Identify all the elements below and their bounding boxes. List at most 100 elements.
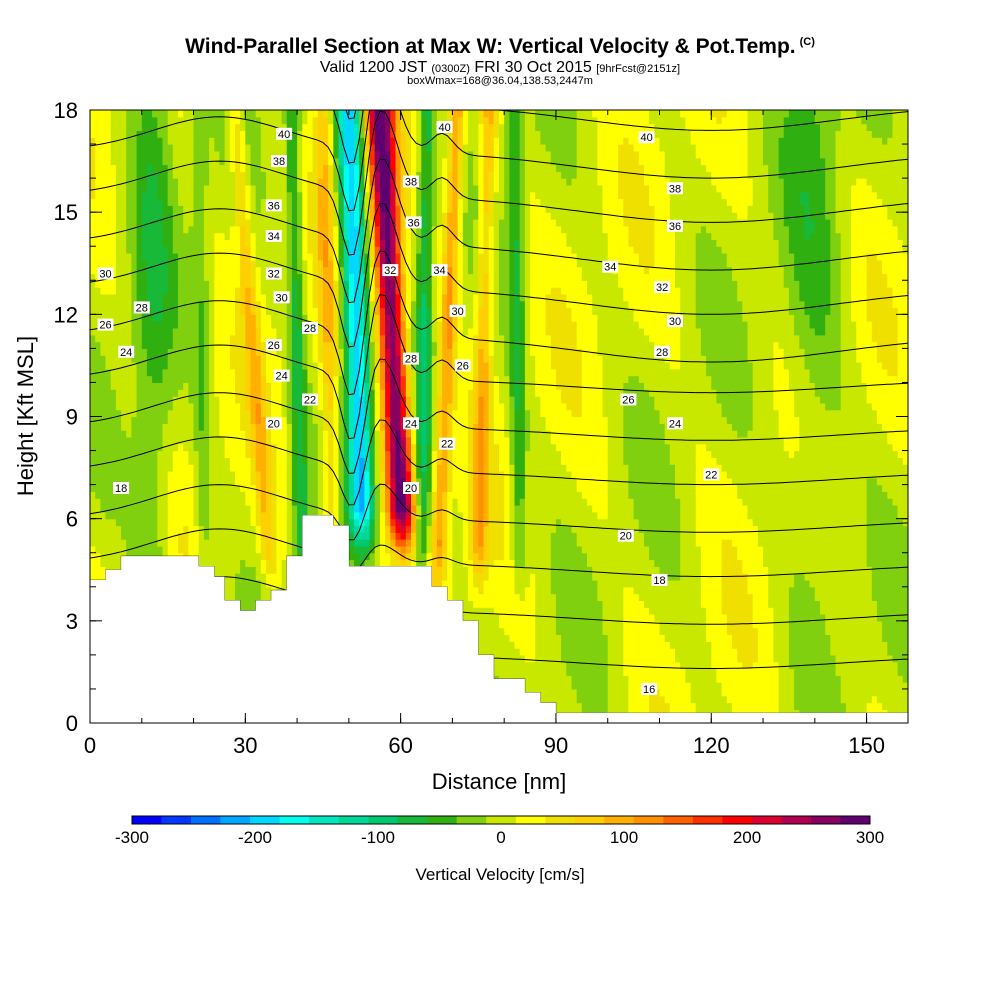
velocity-cell [545,300,567,309]
velocity-cell [286,532,293,540]
velocity-cell [286,307,293,315]
velocity-cell [473,259,479,268]
velocity-cell [395,225,402,234]
velocity-cell [136,253,143,261]
velocity-cell [421,287,428,295]
velocity-cell [317,178,329,186]
velocity-cell [452,164,459,172]
velocity-cell [644,532,681,540]
velocity-cell [374,416,381,424]
velocity-cell [493,334,505,343]
velocity-cell [602,409,624,418]
velocity-cell [343,144,355,152]
velocity-cell [421,355,428,363]
velocity-cell [737,491,868,499]
velocity-cell [302,137,314,145]
velocity-cell [379,348,386,356]
velocity-cell [193,144,210,152]
velocity-cell [452,293,459,302]
velocity-cell [799,198,811,206]
velocity-cell [245,287,252,295]
velocity-cell [866,287,894,295]
velocity-cell [126,137,138,145]
velocity-cell [680,341,702,349]
velocity-cell [379,191,391,200]
velocity-cell [488,328,495,336]
velocity-cell [297,198,303,206]
velocity-cell [473,518,479,527]
velocity-cell [260,586,272,595]
velocity-cell [742,559,764,567]
velocity-cell [90,198,117,206]
velocity-cell [286,219,293,227]
velocity-cell [411,396,417,404]
velocity-cell [203,355,210,363]
velocity-cell [400,450,407,458]
velocity-cell [255,416,262,424]
velocity-cell [509,198,521,206]
velocity-cell [343,328,350,336]
velocity-cell [203,328,210,336]
velocity-cell [193,205,205,213]
velocity-cell [716,668,780,676]
velocity-cell [478,178,485,186]
velocity-cell [716,396,754,404]
velocity-cell [467,484,474,492]
velocity-cell [374,348,381,356]
velocity-cell [198,450,210,458]
velocity-cell [162,375,200,383]
velocity-cell [695,443,707,452]
velocity-cell [400,341,407,349]
velocity-cell [825,328,842,336]
velocity-cell [369,518,376,527]
velocity-cell [364,430,371,438]
velocity-cell [348,314,355,322]
velocity-cell [752,661,780,670]
velocity-cell [592,293,624,302]
velocity-cell [131,423,164,431]
velocity-cell [514,511,526,520]
velocity-cell [550,150,578,159]
velocity-cell [157,484,169,492]
velocity-cell [504,184,510,193]
velocity-cell [312,334,319,343]
velocity-cell [405,191,412,200]
velocity-cell [721,682,780,690]
velocity-cell [416,450,422,458]
velocity-cell [333,348,340,356]
velocity-cell [452,586,469,595]
velocity-cell [695,525,759,533]
velocity-cell [364,484,371,492]
velocity-cell [851,212,888,220]
velocity-cell [379,525,386,533]
velocity-cell [229,464,252,472]
velocity-cell [100,341,133,349]
velocity-cell [602,396,624,404]
velocity-cell [695,321,749,329]
velocity-cell [95,171,117,179]
velocity-cell [374,389,381,397]
velocity-cell [354,341,360,349]
velocity-cell [747,334,800,343]
velocity-cell [473,293,479,302]
velocity-cell [198,362,205,370]
velocity-cell [235,123,241,131]
velocity-cell [442,239,448,247]
velocity-cell [654,341,681,349]
velocity-cell [436,198,443,206]
velocity-cell [457,130,464,138]
velocity-cell [519,355,526,363]
velocity-cell [426,300,433,309]
velocity-cell [442,518,448,527]
velocity-cell [214,382,236,390]
velocity-cell [416,375,422,383]
velocity-cell [493,307,500,315]
velocity-cell [530,205,547,213]
velocity-cell [90,396,117,404]
velocity-cell [809,198,826,206]
velocity-cell [431,436,438,445]
velocity-cell [892,300,908,309]
velocity-cell [317,273,324,281]
velocity-cell [721,607,754,615]
velocity-cell [452,171,459,179]
